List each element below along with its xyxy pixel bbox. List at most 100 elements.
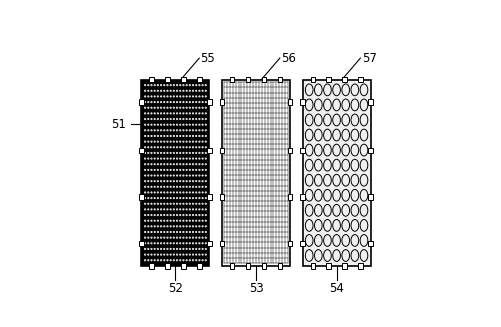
Bar bbox=[196, 263, 201, 268]
Circle shape bbox=[157, 209, 158, 210]
Circle shape bbox=[205, 158, 206, 159]
Circle shape bbox=[205, 243, 206, 244]
Circle shape bbox=[160, 113, 161, 114]
Circle shape bbox=[205, 113, 206, 114]
Circle shape bbox=[170, 186, 171, 187]
Circle shape bbox=[170, 158, 171, 159]
Bar bbox=[245, 263, 249, 268]
Circle shape bbox=[170, 237, 171, 238]
Circle shape bbox=[205, 237, 206, 238]
Circle shape bbox=[170, 175, 171, 176]
Circle shape bbox=[205, 186, 206, 187]
Bar bbox=[287, 241, 292, 246]
Circle shape bbox=[170, 169, 171, 170]
Circle shape bbox=[144, 96, 145, 97]
Circle shape bbox=[195, 141, 196, 142]
Bar bbox=[300, 241, 304, 246]
Circle shape bbox=[173, 175, 174, 176]
Circle shape bbox=[179, 158, 180, 159]
Circle shape bbox=[160, 186, 161, 187]
Circle shape bbox=[205, 107, 206, 108]
Circle shape bbox=[144, 209, 145, 210]
Circle shape bbox=[205, 175, 206, 176]
Bar bbox=[342, 263, 346, 268]
Circle shape bbox=[154, 237, 155, 238]
Circle shape bbox=[205, 209, 206, 210]
Circle shape bbox=[144, 226, 145, 227]
Bar bbox=[207, 194, 211, 200]
Circle shape bbox=[157, 124, 158, 125]
Circle shape bbox=[154, 169, 155, 170]
Bar bbox=[165, 77, 169, 82]
Circle shape bbox=[173, 237, 174, 238]
Bar bbox=[207, 147, 211, 153]
Circle shape bbox=[192, 175, 193, 176]
Bar bbox=[139, 194, 143, 200]
Bar bbox=[310, 263, 315, 268]
Circle shape bbox=[144, 124, 145, 125]
Circle shape bbox=[173, 130, 174, 131]
Circle shape bbox=[173, 243, 174, 244]
Circle shape bbox=[195, 186, 196, 187]
Circle shape bbox=[154, 124, 155, 125]
Bar bbox=[141, 79, 209, 266]
Circle shape bbox=[189, 192, 190, 193]
Bar bbox=[262, 263, 266, 268]
Circle shape bbox=[192, 130, 193, 131]
Bar bbox=[139, 241, 143, 246]
Circle shape bbox=[189, 130, 190, 131]
Circle shape bbox=[189, 203, 190, 204]
Circle shape bbox=[179, 203, 180, 204]
Circle shape bbox=[170, 96, 171, 97]
Bar bbox=[165, 263, 169, 268]
Bar bbox=[310, 77, 315, 82]
Circle shape bbox=[157, 226, 158, 227]
Circle shape bbox=[144, 107, 145, 108]
Bar bbox=[219, 147, 224, 153]
Circle shape bbox=[160, 96, 161, 97]
Circle shape bbox=[192, 237, 193, 238]
Circle shape bbox=[176, 130, 177, 131]
Circle shape bbox=[176, 220, 177, 221]
Circle shape bbox=[157, 254, 158, 255]
Circle shape bbox=[176, 175, 177, 176]
Circle shape bbox=[160, 243, 161, 244]
Bar bbox=[149, 77, 154, 82]
Circle shape bbox=[157, 113, 158, 114]
Circle shape bbox=[160, 169, 161, 170]
Circle shape bbox=[170, 226, 171, 227]
Circle shape bbox=[157, 260, 158, 261]
Circle shape bbox=[192, 158, 193, 159]
Circle shape bbox=[170, 107, 171, 108]
Circle shape bbox=[144, 243, 145, 244]
Circle shape bbox=[176, 107, 177, 108]
Circle shape bbox=[195, 175, 196, 176]
Bar bbox=[287, 99, 292, 105]
Circle shape bbox=[160, 254, 161, 255]
Circle shape bbox=[154, 203, 155, 204]
Circle shape bbox=[154, 158, 155, 159]
Circle shape bbox=[160, 124, 161, 125]
Bar bbox=[196, 77, 201, 82]
Circle shape bbox=[173, 220, 174, 221]
Circle shape bbox=[170, 130, 171, 131]
Circle shape bbox=[170, 260, 171, 261]
Bar bbox=[262, 77, 266, 82]
Circle shape bbox=[205, 169, 206, 170]
Circle shape bbox=[192, 192, 193, 193]
Circle shape bbox=[170, 243, 171, 244]
Circle shape bbox=[157, 158, 158, 159]
Circle shape bbox=[157, 175, 158, 176]
Bar bbox=[277, 77, 282, 82]
Circle shape bbox=[144, 254, 145, 255]
Circle shape bbox=[179, 226, 180, 227]
Circle shape bbox=[195, 113, 196, 114]
Bar bbox=[300, 147, 304, 153]
Circle shape bbox=[195, 107, 196, 108]
Circle shape bbox=[173, 192, 174, 193]
Circle shape bbox=[157, 243, 158, 244]
Circle shape bbox=[179, 237, 180, 238]
Circle shape bbox=[179, 220, 180, 221]
Circle shape bbox=[195, 158, 196, 159]
Circle shape bbox=[176, 186, 177, 187]
